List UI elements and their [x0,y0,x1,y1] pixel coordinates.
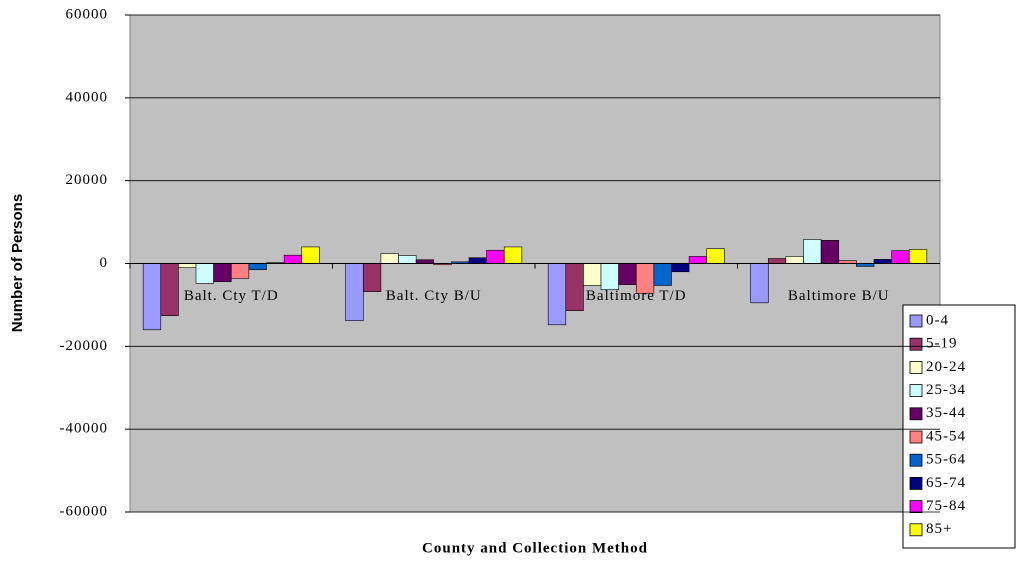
x-tick-label: Balt. Cty T/D [184,288,279,304]
bar [688,256,708,264]
bar [503,246,523,264]
legend-swatch [909,500,923,514]
bar [618,263,637,285]
y-axis-title: Number of Persons [9,194,26,332]
legend-label: 0-4 [926,312,949,328]
x-tick-label: Balt. Cty B/U [386,288,482,304]
legend-label: 85+ [926,521,952,537]
bar [486,249,505,264]
legend-swatch [909,337,923,351]
legend-swatch [909,523,923,537]
legend-swatch [909,384,923,398]
bar [468,257,487,264]
x-axis-title: County and Collection Method [422,540,648,556]
bar [380,253,399,264]
bar [653,263,672,286]
x-tick-label: Baltimore B/U [788,288,890,304]
legend-swatch [909,407,923,421]
bar [671,263,690,273]
legend-label: 55-64 [926,452,966,468]
legend-label: 45-54 [926,428,966,444]
bar [908,249,928,264]
legend-label: 35-44 [926,405,966,421]
bar [706,248,725,264]
bar [600,263,619,290]
legend-label: 5-19 [926,336,958,352]
y-tick-label: -60000 [60,503,109,519]
bar [178,263,197,268]
bar [750,263,769,304]
legend-swatch [909,360,923,374]
legend-label: 25-34 [926,382,966,398]
bar [142,263,162,331]
bar [547,263,567,326]
legend-swatch [909,453,923,467]
bar [301,246,320,264]
bar [583,263,602,286]
legend-swatch [909,476,923,490]
y-tick-label: 40000 [66,89,109,105]
legend-label: 75-84 [926,498,966,514]
y-tick-label: 60000 [66,6,109,22]
y-tick-label: -40000 [60,421,109,437]
bar [160,263,179,316]
legend-swatch [909,314,923,328]
bar [415,259,435,264]
bar [362,263,382,292]
bar [565,263,584,312]
bar [891,250,910,264]
bar [283,254,303,264]
x-tick-label: Baltimore T/D [586,288,687,304]
bar [820,240,840,264]
bar [803,239,822,264]
bar [230,263,250,279]
bar [785,256,804,264]
bar [345,263,364,321]
bar [873,259,892,264]
bar [248,263,267,271]
y-tick-label: -20000 [60,338,109,354]
legend-swatch [909,430,923,444]
y-tick-label: 20000 [66,172,109,188]
bar [213,263,232,283]
bar [398,255,417,264]
legend-label: 65-74 [926,475,966,491]
bar [767,258,787,264]
legend: 0-4 5-19 20-24 25-34 35-44 45-54 55-64 65-74 75-… [902,304,1016,549]
legend-label: 20-24 [926,359,966,375]
bar [195,263,214,284]
y-tick-label: 0 [100,255,109,271]
